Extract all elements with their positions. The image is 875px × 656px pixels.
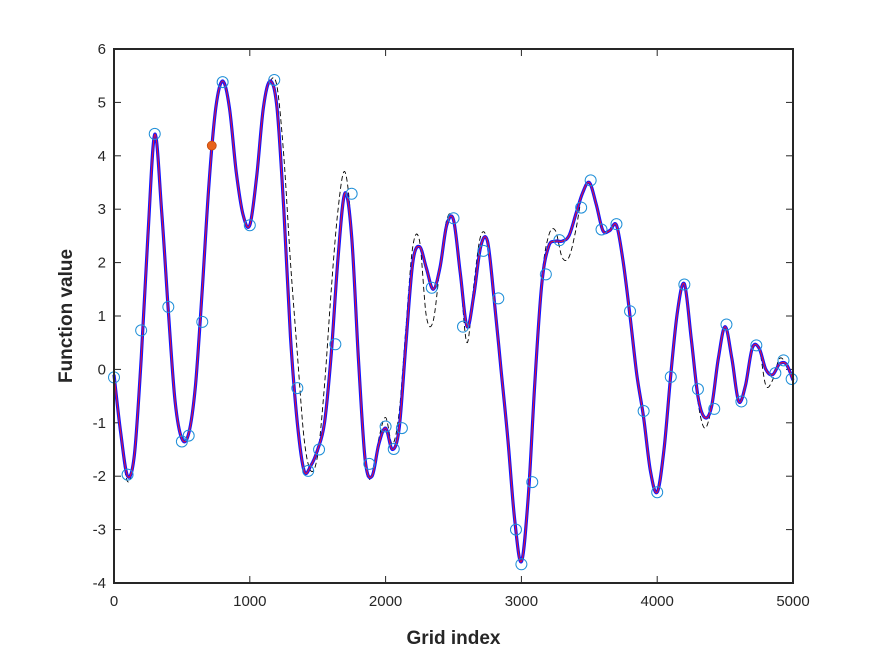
data-point-circle [148,127,161,140]
data-point-circle [678,278,691,291]
data-point-circle [477,244,490,257]
x-axis-label: Grid index [407,628,501,649]
y-tick-labels: -4 -3 -2 -1 0 1 2 3 4 5 6 [93,41,106,592]
data-point-circle [492,292,505,305]
y-tick-label: 1 [98,308,106,325]
thin-red-line-series [113,80,794,563]
y-tick-label: -3 [93,522,106,539]
data-point-circle [329,338,342,351]
x-tick-label: 2000 [369,593,402,610]
data-point-circle [553,234,566,247]
data-point-circle [651,486,664,499]
data-point-circle [302,464,315,477]
axes-box [113,48,794,584]
y-tick-label: 5 [98,94,106,111]
highlight-point [206,140,217,151]
y-tick-label: 4 [98,148,106,165]
data-point-circle [291,382,304,395]
data-point-circle [175,435,188,448]
y-tick-label: 0 [98,361,106,378]
data-point-circle [595,223,608,236]
data-point-circle [515,558,528,571]
x-tick-label: 4000 [641,593,674,610]
data-point-circle [624,305,637,318]
data-point-circle [457,320,470,333]
y-tick-label: 2 [98,255,106,272]
x-tick-label: 3000 [505,593,538,610]
data-point-circle [720,318,733,331]
data-point-circle [216,76,229,89]
x-tick-label: 5000 [776,593,809,610]
x-tick-label: 1000 [233,593,266,610]
data-point-circle [750,339,763,352]
data-point-circle [637,405,650,418]
y-axis-label: Function value [56,249,77,383]
data-point-circle [121,468,134,481]
y-tick-label: -4 [93,575,106,592]
data-point-circle [363,457,376,470]
data-point-circle [447,212,460,225]
data-point-circle [509,523,522,536]
y-tick-label: 6 [98,41,106,58]
data-point-circle [777,354,790,367]
curves [112,77,795,564]
data-point-circle [785,373,798,386]
plot-area [114,49,793,583]
data-point-circle [425,281,438,294]
data-point-circle [268,73,281,86]
data-point-circle [313,443,326,456]
x-tick-label: 0 [110,593,118,610]
data-point-circle [610,218,623,231]
y-tick-label: 3 [98,201,106,218]
data-point-circle [196,315,209,328]
data-point-circle [664,370,677,383]
data-point-circle [387,442,400,455]
data-point-circle [539,268,552,281]
data-point-circle [395,422,408,435]
data-point-circle [584,174,597,187]
data-point-circle [345,187,358,200]
x-tick-labels: 0 1000 2000 3000 4000 5000 [110,593,810,610]
data-point-circle [379,420,392,433]
y-tick-label: -2 [93,468,106,485]
data-point-circle [735,395,748,408]
data-point-circle [243,219,256,232]
data-point-circle [162,300,175,313]
data-point-circle [575,201,588,214]
data-point-circle [182,429,195,442]
data-point-circle [135,324,148,337]
data-point-circle [769,367,782,380]
data-point-circle [526,476,539,489]
y-tick-label: -1 [93,415,106,432]
data-point-circle [691,383,704,396]
data-point-circle [708,402,721,415]
